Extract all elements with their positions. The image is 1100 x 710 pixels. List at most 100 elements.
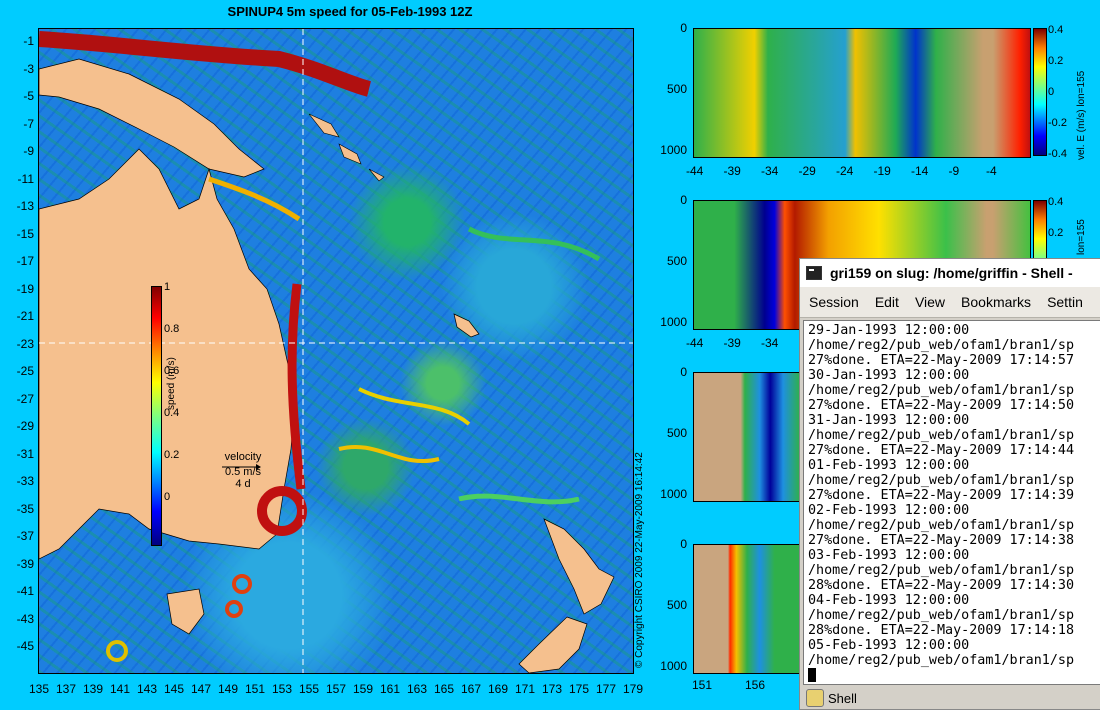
terminal-line: 03-Feb-1993 12:00:00 — [808, 548, 970, 563]
latitude-tick-label: -27 — [16, 391, 34, 406]
latitude-tick-label: -9 — [23, 144, 34, 158]
konsole-icon[interactable] — [806, 689, 824, 707]
longitude-tick-label: 137 — [55, 682, 77, 696]
longitude-tick-label: 157 — [325, 682, 347, 696]
terminal-line: 02-Feb-1993 12:00:00 — [808, 503, 970, 518]
colorbar-label: speed (m/s) — [166, 357, 177, 410]
taskbar-shell-label[interactable]: Shell — [828, 690, 857, 706]
latitude-tick-label: -21 — [16, 309, 34, 323]
panel1-depth-label: 0 — [680, 21, 687, 35]
panel4-depth-label: 500 — [666, 598, 687, 612]
velocity-key-title: velocity — [224, 451, 262, 463]
panel1-x-label: -19 — [873, 164, 891, 178]
terminal-line: 27%done. ETA=22-May-2009 17:14:50 — [808, 398, 1075, 413]
terminal-line: 04-Feb-1993 12:00:00 — [808, 593, 970, 608]
panel1-x-label: -4 — [986, 164, 997, 178]
longitude-tick-label: 135 — [28, 682, 50, 696]
shell-menubar: Session Edit View Bookmarks Settin — [800, 287, 1100, 318]
coral-sea-jet-1 — [208, 176, 301, 222]
terminal-line: 28%done. ETA=22-May-2009 17:14:18 — [808, 623, 1075, 638]
east-australian-current — [287, 283, 306, 490]
panel1-colorbar-tick: 0 — [1048, 86, 1055, 98]
terminal-cursor — [808, 668, 1100, 683]
velocity-key-duration: 4 d — [235, 478, 251, 490]
terminal-line: /home/reg2/pub_web/ofam1/bran1/sp — [808, 653, 1075, 668]
longitude-tick-label: 143 — [136, 682, 158, 696]
panel1-x-label: -29 — [798, 164, 816, 178]
panel1-x-label: -39 — [723, 164, 741, 178]
longitude-tick-label: 175 — [568, 682, 590, 696]
velocity-key-speed: 0.5 m/s — [224, 466, 262, 478]
longitude-tick-label: 177 — [595, 682, 617, 696]
menu-session[interactable]: Session — [809, 294, 859, 310]
terminal-line: 30-Jan-1993 12:00:00 — [808, 368, 970, 383]
eddy-small-3 — [106, 640, 128, 662]
terminal-line: 27%done. ETA=22-May-2009 17:14:39 — [808, 488, 1075, 503]
panel1-colorbar-tick: 0.4 — [1048, 24, 1064, 36]
terminal-line: 27%done. ETA=22-May-2009 17:14:57 — [808, 353, 1075, 368]
yellow-band-1 — [358, 387, 471, 426]
longitude-tick-label: 165 — [433, 682, 455, 696]
latitude-tick-label: -15 — [16, 226, 34, 241]
latitude-tick-label: -17 — [16, 254, 34, 268]
panel1-x-label: -24 — [836, 164, 854, 178]
panel2-x-label: -39 — [723, 336, 741, 350]
longitude-tick-label: 147 — [190, 682, 212, 696]
panel3-depth-label: 500 — [666, 426, 687, 440]
latitude-tick-label: -25 — [16, 364, 34, 378]
terminal-line: 28%done. ETA=22-May-2009 17:14:30 — [808, 578, 1075, 593]
longitude-tick-label: 161 — [379, 682, 401, 696]
longitude-tick-label: 173 — [541, 682, 563, 696]
panel2-depth-label: 0 — [680, 193, 687, 207]
eddy-small-2 — [225, 600, 243, 618]
latitude-tick-label: -5 — [23, 89, 34, 103]
menu-bookmarks[interactable]: Bookmarks — [961, 294, 1032, 310]
panel1-colorbar-tick: -0.4 — [1048, 148, 1067, 160]
map-title: SPINUP4 5m speed for 05-Feb-1993 12Z — [227, 4, 473, 19]
latitude-tick-label: -37 — [16, 529, 34, 543]
longitude-tick-label: 179 — [622, 682, 644, 696]
solomon-islands-land — [308, 113, 385, 182]
warm-core-eddy — [257, 486, 307, 536]
menu-settings[interactable]: Settin — [1047, 294, 1083, 310]
panel1-colorbar-label: vel. E (m/s) lon=155 — [1076, 70, 1087, 160]
latitude-tick-label: -1 — [23, 34, 34, 48]
shell-titlebar[interactable]: gri159 on slug: /home/griffin - Shell - — [800, 259, 1100, 287]
green-band-1 — [467, 226, 601, 262]
panel2-colorbar-tick: 0.4 — [1048, 196, 1064, 208]
panel4-depth-label: 0 — [680, 537, 687, 551]
latitude-tick-label: -33 — [16, 474, 34, 488]
panel1-colorbar-tick: 0.2 — [1048, 55, 1064, 67]
terminal-line: 27%done. ETA=22-May-2009 17:14:44 — [808, 443, 1075, 458]
longitude-tick-label: 139 — [82, 682, 104, 696]
new-guinea-land — [39, 58, 265, 178]
longitude-tick-label: 171 — [514, 682, 536, 696]
longitude-tick-label: 149 — [217, 682, 239, 696]
terminal-line: 05-Feb-1993 12:00:00 — [808, 638, 970, 653]
panel1-x-label: -44 — [686, 164, 704, 178]
panel1-colorbar-tick: -0.2 — [1048, 117, 1067, 129]
panel2-x-label: -34 — [761, 336, 779, 350]
shell-title-text: gri159 on slug: /home/griffin - Shell - — [830, 265, 1073, 281]
terminal-output[interactable]: 29-Jan-1993 12:00:00/home/reg2/pub_web/o… — [803, 320, 1100, 685]
terminal-line: /home/reg2/pub_web/ofam1/bran1/sp — [808, 338, 1075, 353]
terminal-line: /home/reg2/pub_web/ofam1/bran1/sp — [808, 383, 1075, 398]
longitude-tick-label: 159 — [352, 682, 374, 696]
new-zealand-south-land — [518, 616, 588, 673]
panel2-colorbar-tick: 0.2 — [1048, 227, 1064, 239]
panel4-depth-label: 1000 — [660, 659, 687, 673]
menu-view[interactable]: View — [914, 294, 946, 310]
terminal-line: /home/reg2/pub_web/ofam1/bran1/sp — [808, 563, 1075, 578]
depth-section-panel-4 — [693, 544, 801, 674]
depth-section-panel-3 — [693, 372, 801, 502]
latitude-tick-label: -35 — [16, 501, 34, 516]
menu-edit[interactable]: Edit — [874, 294, 899, 310]
panel1-depth-label: 500 — [666, 82, 687, 96]
terminal-line: /home/reg2/pub_web/ofam1/bran1/sp — [808, 518, 1075, 533]
terminal-line: 01-Feb-1993 12:00:00 — [808, 458, 970, 473]
shell-window[interactable]: gri159 on slug: /home/griffin - Shell - … — [799, 258, 1100, 710]
shell-taskbar: Shell — [800, 687, 1100, 709]
terminal-line: 27%done. ETA=22-May-2009 17:14:38 — [808, 533, 1075, 548]
latitude-tick-label: -3 — [23, 61, 34, 76]
longitude-tick-label: 153 — [271, 682, 293, 696]
